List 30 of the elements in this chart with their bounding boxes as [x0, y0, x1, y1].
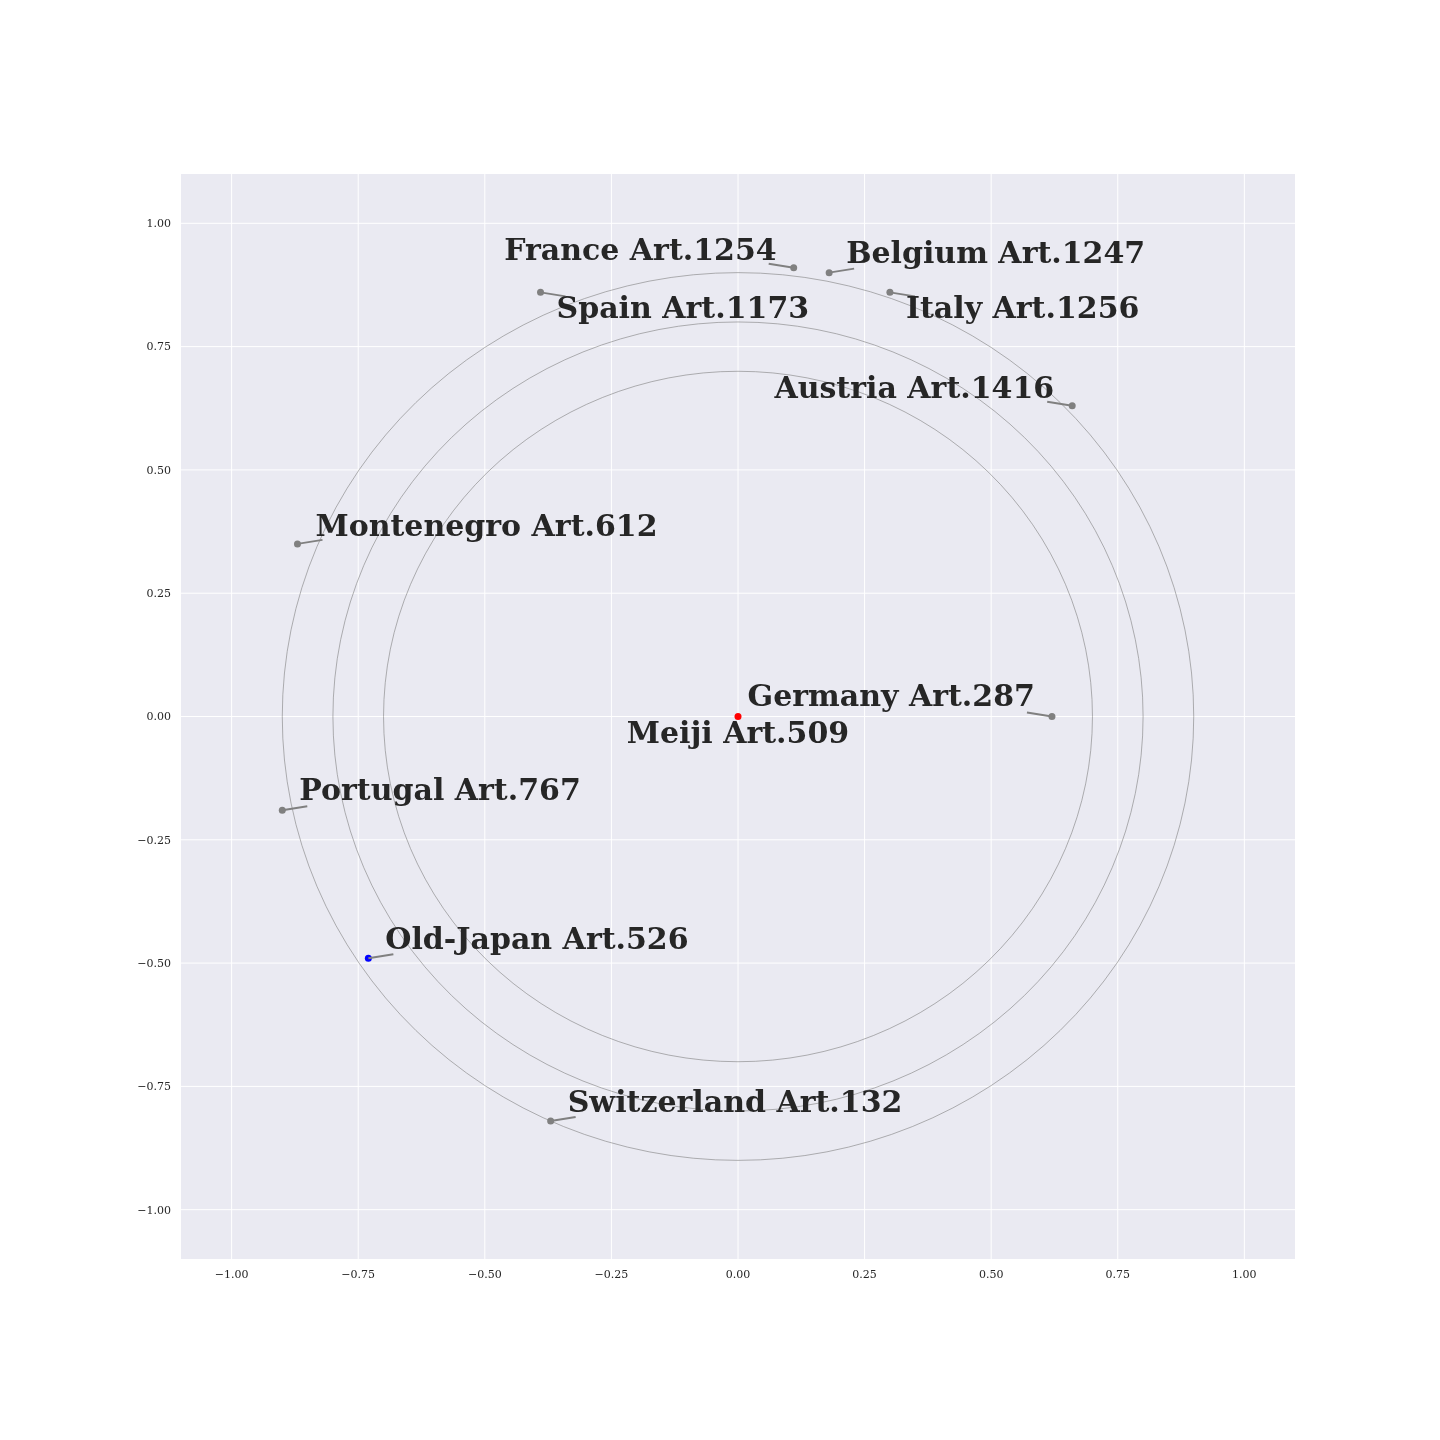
- x-tick-label: 1.00: [1232, 1268, 1257, 1281]
- annotation: Spain Art.1173: [556, 290, 810, 326]
- annotation: Montenegro Art.612: [315, 507, 658, 543]
- x-tick-label: −0.75: [341, 1268, 376, 1281]
- annotation: Italy Art.1256: [905, 290, 1140, 326]
- x-tick-label: −0.50: [467, 1268, 502, 1281]
- annotation: France Art.1254: [504, 231, 777, 267]
- annotation: Portugal Art.767: [299, 772, 581, 808]
- y-tick-label: 0.75: [146, 340, 171, 354]
- annotation: Meiji Art.509: [626, 714, 850, 750]
- x-tick-label: 0.75: [1105, 1268, 1131, 1281]
- y-tick-label: −1.00: [137, 1203, 171, 1217]
- y-tick-label: 0.25: [146, 587, 171, 601]
- x-tick-label: −1.00: [214, 1268, 249, 1281]
- point: [1068, 402, 1076, 410]
- y-tick-label: 1.00: [146, 217, 171, 231]
- x-tick-label: 0.50: [978, 1268, 1004, 1281]
- annotation: Belgium Art.1247: [846, 234, 1146, 270]
- y-tick-label: 0.50: [146, 463, 171, 477]
- x-tick-label: 0.00: [725, 1268, 751, 1281]
- x-tick-label: 0.25: [852, 1268, 877, 1281]
- y-tick-label: 0.00: [146, 710, 171, 724]
- annotation: Switzerland Art.132: [567, 1083, 903, 1119]
- annotation: Germany Art.287: [747, 677, 1035, 713]
- x-tick-label: −0.25: [594, 1268, 629, 1281]
- y-tick-label: −0.75: [137, 1080, 171, 1094]
- y-tick-label: −0.25: [137, 833, 171, 847]
- y-tick-label: −0.50: [137, 956, 171, 970]
- annotation: Austria Art.1416: [773, 369, 1055, 405]
- annotation: Old-Japan Art.526: [385, 921, 689, 957]
